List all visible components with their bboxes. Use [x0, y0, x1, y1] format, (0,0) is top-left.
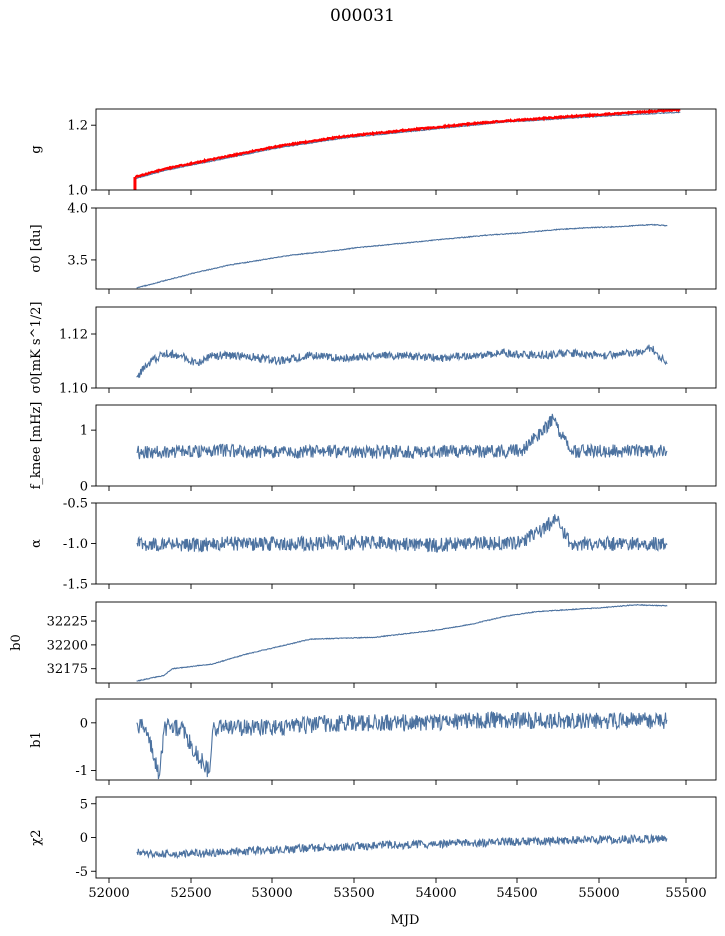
y-tick-label: 32175: [47, 662, 88, 677]
panel-8: -5 0 5 52000 52500 53000 53500 54000 54500 55000 5…: [29, 796, 717, 901]
panel-frame: [95, 306, 717, 389]
x-tick-label: 55000: [578, 886, 619, 901]
y-axis-label: g: [29, 145, 44, 153]
y-tick-label: -5: [75, 865, 88, 880]
x-tick-label: 53000: [251, 886, 292, 901]
y-axis-label: σ0 [du]: [29, 224, 44, 272]
series-line-1: [136, 710, 668, 780]
panel-1: 1.0 1.2 g: [29, 108, 717, 199]
y-tick-label: -1.5: [63, 578, 88, 593]
y-axis-label: α: [29, 539, 44, 548]
y-tick-label: 32225: [47, 615, 88, 630]
y-tick-label: 1: [80, 424, 88, 439]
panel-7: -1 0 b1: [29, 698, 717, 785]
y-tick-label: -1.0: [63, 537, 88, 552]
panel-frame: [95, 698, 717, 781]
series-line-2: [134, 109, 681, 179]
y-tick-label: -0.5: [63, 497, 88, 512]
y-tick-label: 32200: [47, 638, 88, 653]
series-line-1: [136, 833, 668, 860]
panel-frame: [95, 404, 717, 487]
y-tick-label: 1.0: [67, 184, 88, 199]
y-tick-label: 0: [80, 831, 88, 846]
y-axis-label: χ2: [29, 829, 44, 845]
y-tick-label: -1: [75, 764, 88, 779]
panel-3: 1.10 1.12 σ0[mK s^1/2]: [29, 302, 717, 397]
series-line-1: [136, 223, 668, 289]
panel-5: -1.5 -1.0 -0.5 α: [29, 497, 717, 593]
series-line-1: [136, 604, 668, 682]
x-axis-label: MJD: [391, 913, 420, 928]
y-tick-label: 1.10: [59, 382, 88, 397]
figure-title: 000031: [330, 6, 395, 26]
series-line-1: [136, 344, 668, 379]
y-tick-label: 1.2: [67, 119, 88, 134]
x-tick-label: 52500: [170, 886, 211, 901]
panel-2: 3.5 4.0 σ0 [du]: [29, 202, 717, 294]
series-line-1: [136, 413, 668, 461]
y-axis-label: σ0[mK s^1/2]: [29, 302, 44, 394]
series-line-1: [136, 514, 668, 553]
x-tick-label: 52000: [88, 886, 129, 901]
panel-4: 0 1 f_knee [mHz]: [29, 402, 717, 495]
y-tick-label: 4.0: [67, 202, 88, 217]
panel-frame: [95, 108, 717, 191]
y-axis-label: b0: [9, 634, 24, 651]
panel-6: 32175 32200 32225 b0: [9, 601, 717, 688]
x-tick-label: 53500: [333, 886, 374, 901]
series-line-1: [134, 111, 681, 180]
panel-frame: [95, 207, 717, 290]
y-tick-label: 0: [80, 716, 88, 731]
y-tick-label: 3.5: [67, 253, 88, 268]
y-tick-label: 1.12: [59, 328, 88, 343]
y-tick-label: 5: [80, 797, 88, 812]
x-tick-label: 54500: [496, 886, 537, 901]
y-tick-label: 0: [80, 480, 88, 495]
x-tick-label: 54000: [415, 886, 456, 901]
panel-frame: [95, 601, 717, 684]
y-axis-label: b1: [29, 731, 44, 748]
x-tick-label: 55500: [665, 886, 706, 901]
y-axis-label: f_knee [mHz]: [29, 402, 44, 490]
